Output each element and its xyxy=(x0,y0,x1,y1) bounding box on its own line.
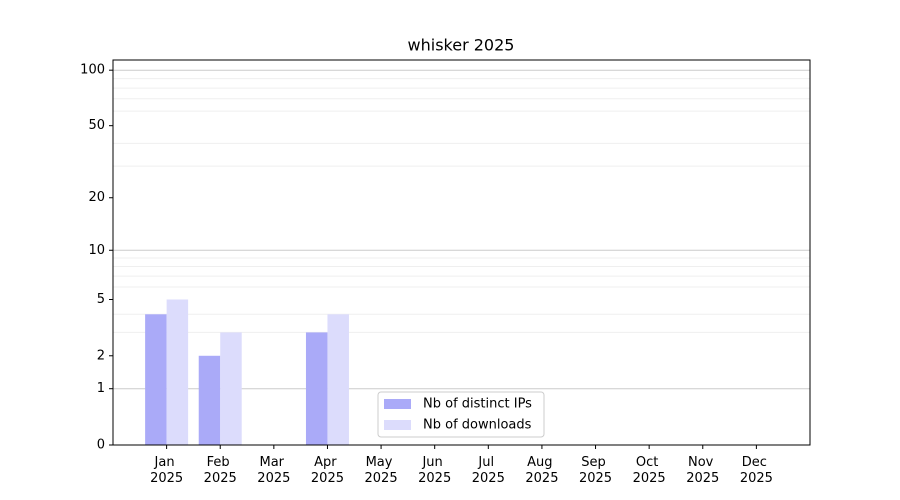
axes: 0 1 2 5 10 20 50 100 Jan 2025 Feb 2025 Mar 2025 Apr… xyxy=(80,59,811,486)
x-tick-label: Jun 2025 xyxy=(418,455,451,486)
y-tick-label: 2 xyxy=(97,348,105,363)
bar xyxy=(145,314,167,445)
x-tick-label: Mar 2025 xyxy=(257,455,290,486)
x-tick-label: Sep 2025 xyxy=(579,455,612,486)
grid xyxy=(113,69,810,390)
bar xyxy=(327,314,349,445)
x-tick-label: Oct 2025 xyxy=(633,455,666,486)
chart-title: whisker 2025 xyxy=(408,36,515,55)
bars xyxy=(145,299,349,445)
y-tick-label: 50 xyxy=(88,118,105,133)
x-tick-label: Nov 2025 xyxy=(686,455,719,486)
legend-label: Nb of downloads xyxy=(423,418,532,433)
legend-swatch xyxy=(384,420,411,430)
x-tick-label: Jan 2025 xyxy=(150,455,183,486)
y-tick-label: 0 xyxy=(97,438,105,453)
bar xyxy=(166,299,189,445)
legend-box xyxy=(377,391,545,438)
y-tick-label: 5 xyxy=(97,292,105,307)
x-tick-label: Feb 2025 xyxy=(204,455,237,486)
y-tick-label: 10 xyxy=(88,243,105,258)
plot-frame xyxy=(112,59,811,446)
legend-label: Nb of distinct IPs xyxy=(423,397,532,412)
x-tick-label: Aug 2025 xyxy=(525,455,558,486)
bar xyxy=(198,355,221,445)
y-tick-label: 1 xyxy=(97,381,105,396)
bar xyxy=(305,332,328,445)
x-tick-label: Apr 2025 xyxy=(311,455,344,486)
x-tick-label: Dec 2025 xyxy=(740,455,773,486)
x-tick-label: May 2025 xyxy=(365,455,398,486)
y-tick-label: 20 xyxy=(88,190,105,205)
y-tick-label: 100 xyxy=(80,63,105,78)
legend-swatch xyxy=(384,399,411,409)
x-tick-label: Jul 2025 xyxy=(472,455,505,486)
bar xyxy=(220,332,242,445)
